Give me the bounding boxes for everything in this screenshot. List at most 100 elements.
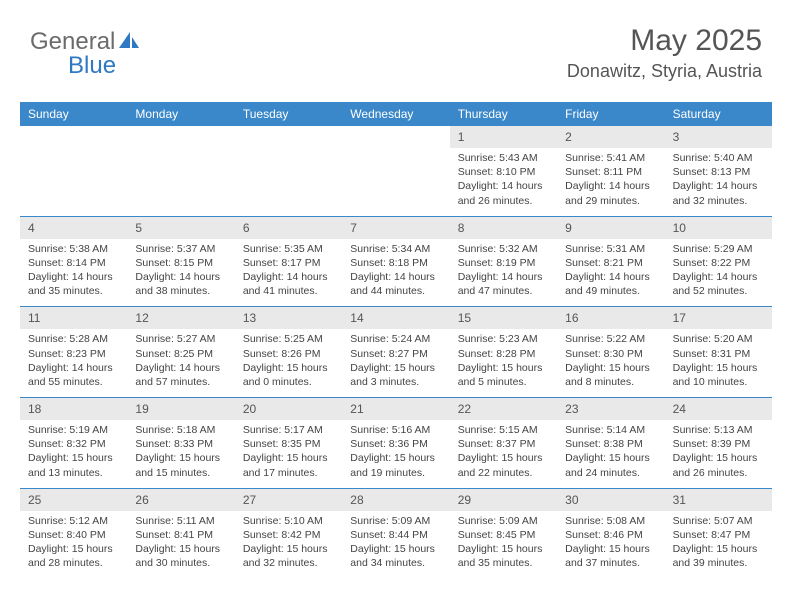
- sunrise-text: Sunrise: 5:24 AM: [350, 332, 441, 346]
- sunrise-text: Sunrise: 5:09 AM: [458, 514, 549, 528]
- sunrise-text: Sunrise: 5:19 AM: [28, 423, 119, 437]
- daylight-text-1: Daylight: 14 hours: [565, 270, 656, 284]
- daylight-text-1: Daylight: 14 hours: [458, 179, 549, 193]
- day-number-cell: 10: [665, 217, 772, 239]
- sunrise-text: Sunrise: 5:12 AM: [28, 514, 119, 528]
- day-number-cell: 15: [450, 307, 557, 329]
- daylight-text-2: and 5 minutes.: [458, 375, 549, 389]
- daylight-text-2: and 47 minutes.: [458, 284, 549, 298]
- daylight-text-2: and 38 minutes.: [135, 284, 226, 298]
- brand-part2: Blue: [68, 52, 116, 80]
- daylight-text-2: and 10 minutes.: [673, 375, 764, 389]
- daylight-text-1: Daylight: 14 hours: [350, 270, 441, 284]
- day-detail-cell: Sunrise: 5:14 AMSunset: 8:38 PMDaylight:…: [557, 420, 664, 489]
- sunrise-text: Sunrise: 5:31 AM: [565, 242, 656, 256]
- sunrise-text: Sunrise: 5:18 AM: [135, 423, 226, 437]
- day-detail-cell: Sunrise: 5:41 AMSunset: 8:11 PMDaylight:…: [557, 148, 664, 217]
- daynum-row: 123: [20, 126, 772, 148]
- daylight-text-2: and 39 minutes.: [673, 556, 764, 570]
- detail-row: Sunrise: 5:38 AMSunset: 8:14 PMDaylight:…: [20, 239, 772, 308]
- daylight-text-2: and 32 minutes.: [243, 556, 334, 570]
- sunset-text: Sunset: 8:35 PM: [243, 437, 334, 451]
- day-number-cell: 22: [450, 398, 557, 420]
- day-detail-cell: Sunrise: 5:12 AMSunset: 8:40 PMDaylight:…: [20, 511, 127, 579]
- sunset-text: Sunset: 8:47 PM: [673, 528, 764, 542]
- sunrise-text: Sunrise: 5:40 AM: [673, 151, 764, 165]
- day-detail-cell: Sunrise: 5:17 AMSunset: 8:35 PMDaylight:…: [235, 420, 342, 489]
- daylight-text-1: Daylight: 15 hours: [673, 361, 764, 375]
- daylight-text-1: Daylight: 15 hours: [458, 542, 549, 556]
- weekday-header: Wednesday: [342, 102, 449, 126]
- daylight-text-2: and 26 minutes.: [673, 466, 764, 480]
- brand-sail-icon: [115, 28, 140, 56]
- daynum-row: 11121314151617: [20, 307, 772, 329]
- sunset-text: Sunset: 8:32 PM: [28, 437, 119, 451]
- day-number-cell: 13: [235, 307, 342, 329]
- day-detail-cell: Sunrise: 5:34 AMSunset: 8:18 PMDaylight:…: [342, 239, 449, 308]
- day-detail-cell: Sunrise: 5:23 AMSunset: 8:28 PMDaylight:…: [450, 329, 557, 398]
- day-detail-cell: Sunrise: 5:13 AMSunset: 8:39 PMDaylight:…: [665, 420, 772, 489]
- daylight-text-1: Daylight: 15 hours: [458, 361, 549, 375]
- daylight-text-2: and 19 minutes.: [350, 466, 441, 480]
- daylight-text-1: Daylight: 15 hours: [565, 361, 656, 375]
- day-number-cell: 3: [665, 126, 772, 148]
- daylight-text-2: and 28 minutes.: [28, 556, 119, 570]
- sunrise-text: Sunrise: 5:37 AM: [135, 242, 226, 256]
- daylight-text-2: and 22 minutes.: [458, 466, 549, 480]
- sunset-text: Sunset: 8:45 PM: [458, 528, 549, 542]
- daylight-text-2: and 35 minutes.: [28, 284, 119, 298]
- sunset-text: Sunset: 8:40 PM: [28, 528, 119, 542]
- detail-row: Sunrise: 5:12 AMSunset: 8:40 PM Daylight:…: [20, 511, 772, 579]
- daylight-text-2: and 37 minutes.: [565, 556, 656, 570]
- daylight-text-2: and 3 minutes.: [350, 375, 441, 389]
- weekday-header: Sunday: [20, 102, 127, 126]
- day-detail-cell: Sunrise: 5:10 AMSunset: 8:42 PMDaylight:…: [235, 511, 342, 579]
- sunset-text: Sunset: 8:23 PM: [28, 347, 119, 361]
- daynum-row: 45678910: [20, 217, 772, 239]
- sunrise-text: Sunrise: 5:10 AM: [243, 514, 334, 528]
- sunset-text: Sunset: 8:19 PM: [458, 256, 549, 270]
- weekday-header: Thursday: [450, 102, 557, 126]
- sunset-text: Sunset: 8:26 PM: [243, 347, 334, 361]
- day-detail-cell: [127, 148, 234, 217]
- daylight-text-1: Daylight: 15 hours: [135, 451, 226, 465]
- day-detail-cell: Sunrise: 5:24 AMSunset: 8:27 PMDaylight:…: [342, 329, 449, 398]
- day-detail-cell: Sunrise: 5:15 AMSunset: 8:37 PMDaylight:…: [450, 420, 557, 489]
- sunrise-text: Sunrise: 5:29 AM: [673, 242, 764, 256]
- sunset-text: Sunset: 8:22 PM: [673, 256, 764, 270]
- daylight-text-1: Daylight: 15 hours: [28, 451, 119, 465]
- day-detail-cell: Sunrise: 5:20 AMSunset: 8:31 PMDaylight:…: [665, 329, 772, 398]
- daylight-text-2: and 29 minutes.: [565, 194, 656, 208]
- weekday-header: Monday: [127, 102, 234, 126]
- sunset-text: Sunset: 8:13 PM: [673, 165, 764, 179]
- brand-logo: General Blue: [30, 28, 140, 56]
- day-number-cell: 7: [342, 217, 449, 239]
- day-number-cell: 12: [127, 307, 234, 329]
- daylight-text-1: Daylight: 15 hours: [350, 361, 441, 375]
- daylight-text-2: and 55 minutes.: [28, 375, 119, 389]
- daylight-text-1: Daylight: 14 hours: [135, 361, 226, 375]
- sunrise-text: Sunrise: 5:15 AM: [458, 423, 549, 437]
- calendar-grid: Sunday Monday Tuesday Wednesday Thursday…: [20, 102, 772, 578]
- daylight-text-1: Daylight: 15 hours: [565, 542, 656, 556]
- sunrise-text: Sunrise: 5:34 AM: [350, 242, 441, 256]
- sunset-text: Sunset: 8:46 PM: [565, 528, 656, 542]
- day-number-cell: 29: [450, 489, 557, 511]
- sunset-text: Sunset: 8:38 PM: [565, 437, 656, 451]
- daylight-text-1: Daylight: 15 hours: [673, 451, 764, 465]
- sunset-text: Sunset: 8:18 PM: [350, 256, 441, 270]
- sunset-text: Sunset: 8:41 PM: [135, 528, 226, 542]
- day-detail-cell: Sunrise: 5:28 AMSunset: 8:23 PMDaylight:…: [20, 329, 127, 398]
- day-number-cell: 6: [235, 217, 342, 239]
- sunset-text: Sunset: 8:14 PM: [28, 256, 119, 270]
- daylight-text-2: and 41 minutes.: [243, 284, 334, 298]
- day-detail-cell: Sunrise: 5:11 AMSunset: 8:41 PMDaylight:…: [127, 511, 234, 579]
- sunrise-text: Sunrise: 5:32 AM: [458, 242, 549, 256]
- sunrise-text: Sunrise: 5:13 AM: [673, 423, 764, 437]
- sunset-text: Sunset: 8:15 PM: [135, 256, 226, 270]
- daylight-text-1: Daylight: 14 hours: [135, 270, 226, 284]
- day-number-cell: 4: [20, 217, 127, 239]
- day-detail-cell: [342, 148, 449, 217]
- sunrise-text: Sunrise: 5:07 AM: [673, 514, 764, 528]
- day-detail-cell: [20, 148, 127, 217]
